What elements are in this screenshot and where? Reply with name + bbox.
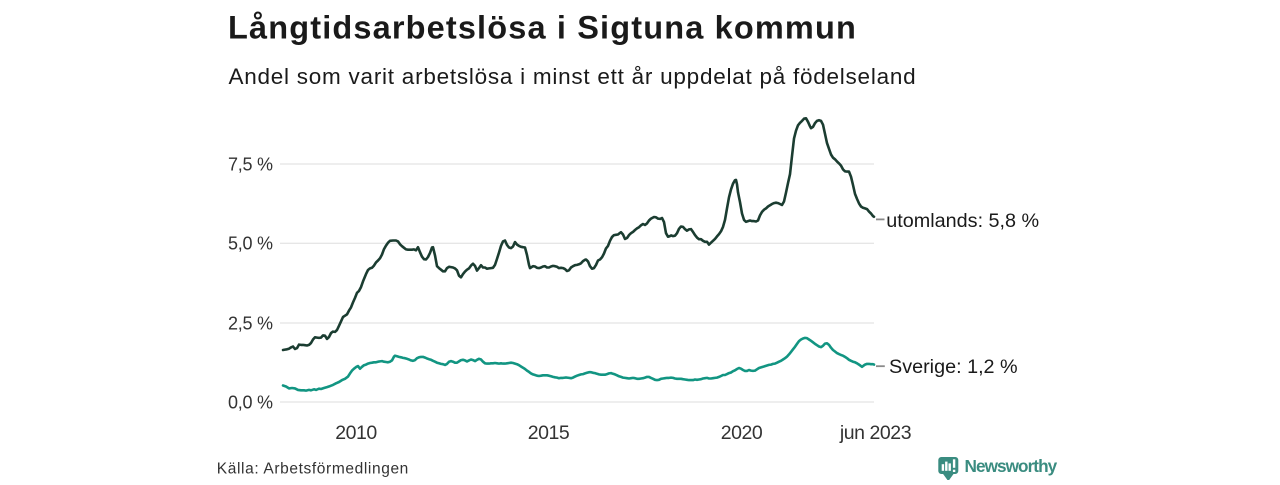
svg-text:Andel som varit arbetslösa i m: Andel som varit arbetslösa i minst ett å… bbox=[229, 64, 917, 89]
svg-text:2015: 2015 bbox=[528, 422, 570, 444]
svg-text:Långtidsarbetslösa i Sigtuna k: Långtidsarbetslösa i Sigtuna kommun bbox=[228, 10, 857, 46]
svg-text:Källa: Arbetsförmedlingen: Källa: Arbetsförmedlingen bbox=[217, 461, 409, 478]
svg-text:0,0 %: 0,0 % bbox=[228, 392, 273, 412]
svg-text:2,5 %: 2,5 % bbox=[228, 313, 273, 333]
svg-text:Sverige: 1,2 %: Sverige: 1,2 % bbox=[889, 356, 1018, 378]
svg-text:utomlands: 5,8 %: utomlands: 5,8 % bbox=[886, 210, 1039, 232]
svg-text:2020: 2020 bbox=[721, 422, 763, 444]
svg-text:7,5 %: 7,5 % bbox=[228, 154, 273, 174]
svg-text:2010: 2010 bbox=[335, 422, 377, 444]
svg-text:5,0 %: 5,0 % bbox=[228, 234, 273, 254]
svg-text:jun 2023: jun 2023 bbox=[839, 422, 911, 444]
svg-text:Newsworthy: Newsworthy bbox=[965, 456, 1058, 476]
